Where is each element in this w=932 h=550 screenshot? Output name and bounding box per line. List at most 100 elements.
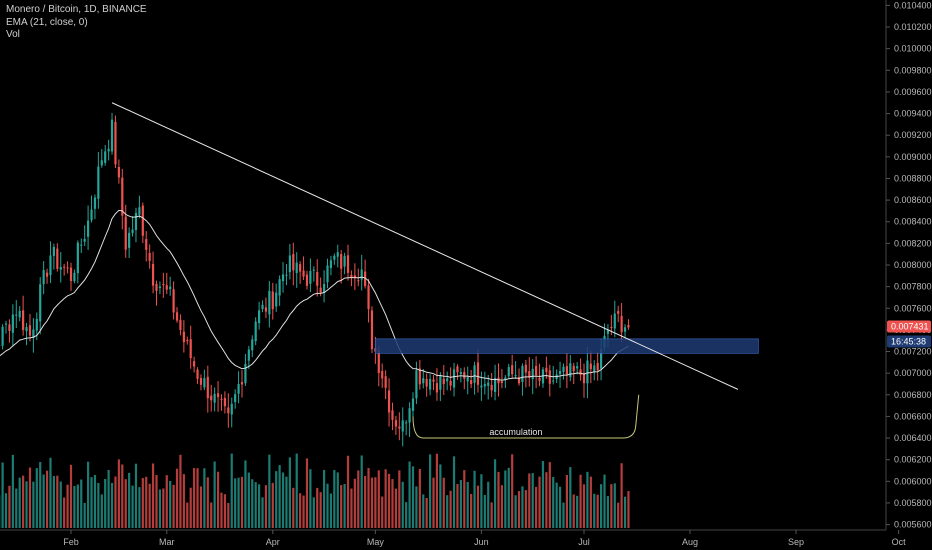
candle-body — [63, 266, 66, 268]
volume-bar — [172, 484, 175, 528]
candle-body — [151, 263, 155, 286]
candle-body — [394, 420, 397, 427]
time-axis[interactable]: Feb Mar Apr May Jun Jul Aug Sep Oct — [63, 530, 906, 547]
volume-bar — [104, 479, 107, 528]
candle-body — [312, 269, 315, 271]
volume-bar — [521, 486, 524, 528]
candle-body — [196, 369, 199, 379]
candle-body — [158, 286, 162, 289]
volume-bar — [305, 458, 309, 528]
candle-body — [128, 232, 131, 248]
price-tick-label: 0.007000 — [894, 368, 932, 378]
indicator-ema-label[interactable]: EMA (21, close, 0) — [6, 16, 88, 28]
candle-body — [541, 369, 545, 384]
candle-body — [59, 266, 62, 270]
candle-body — [240, 382, 244, 385]
volume-bar — [545, 472, 548, 528]
volume-bar — [110, 482, 114, 528]
candle-body — [32, 329, 35, 338]
candle-body — [278, 279, 281, 296]
candle-body — [586, 360, 589, 384]
volume-bar — [439, 464, 442, 528]
candle-body — [230, 403, 233, 415]
candle-body — [480, 385, 483, 388]
candle-body — [18, 310, 21, 318]
candle-body — [504, 377, 507, 380]
candle-body — [169, 286, 172, 290]
indicator-volume-label[interactable]: Vol — [6, 29, 20, 40]
volume-bar — [107, 469, 110, 528]
candles — [0, 112, 630, 447]
candle-body — [487, 382, 490, 386]
candle-body — [244, 363, 247, 384]
accumulation-bracket[interactable] — [412, 394, 640, 439]
volume-bar — [497, 471, 500, 528]
volume-bar — [193, 468, 196, 528]
volume-bar — [11, 454, 14, 528]
candle-body — [93, 197, 97, 209]
candle-body — [493, 378, 497, 392]
volume-bar — [370, 477, 374, 528]
volume-bar — [39, 461, 42, 528]
volume-bar — [87, 461, 90, 528]
volume-bar — [576, 495, 579, 528]
volume-bar — [151, 463, 155, 528]
volume-bar — [504, 470, 507, 528]
volume-bar — [83, 502, 86, 528]
time-tick-label: Feb — [63, 537, 79, 547]
volume-bar — [292, 487, 295, 528]
time-tick-label: Sep — [788, 537, 804, 547]
candle-body — [456, 366, 459, 373]
volume-bar — [312, 497, 315, 528]
volume-bar — [141, 478, 144, 528]
volume-bar — [131, 485, 134, 528]
volume-bar — [432, 477, 435, 528]
volume-bar — [401, 481, 404, 528]
volume-bar — [316, 487, 319, 528]
candle-body — [497, 377, 500, 384]
time-tick-label: Jun — [474, 537, 489, 547]
candle-body — [535, 365, 538, 375]
volume-bar — [377, 470, 380, 528]
volume-bar — [199, 486, 203, 528]
volume-bar — [579, 474, 582, 528]
candle-body — [56, 248, 59, 269]
price-tick-label: 0.008200 — [894, 238, 932, 248]
candle-body — [336, 252, 339, 257]
volume-bar — [278, 465, 281, 528]
volume-bar — [138, 487, 141, 528]
price-tick-label: 0.007600 — [894, 303, 932, 313]
candle-body — [210, 395, 213, 401]
volume-bar — [429, 454, 432, 528]
time-tick-label: Jul — [578, 537, 590, 547]
trend-line[interactable] — [111, 102, 739, 390]
price-tick-label: 0.006800 — [894, 390, 932, 400]
volume-bar — [69, 464, 73, 528]
resistance-zone[interactable] — [375, 338, 759, 354]
candle-body — [213, 393, 216, 403]
symbol-title[interactable]: Monero / Bitcoin, 1D, BINANCE — [6, 4, 147, 15]
volume-bar — [63, 497, 66, 528]
volume-bar — [449, 490, 452, 528]
volume-bar — [620, 463, 623, 528]
candle-body — [531, 368, 534, 380]
volume-bar — [121, 464, 124, 528]
candle-body — [1, 326, 4, 346]
price-tick-label: 0.008600 — [894, 195, 932, 205]
volume-bar — [90, 477, 93, 528]
candle-body — [572, 365, 575, 372]
candle-body — [186, 339, 189, 341]
volume-bar — [367, 468, 370, 528]
volume-bar — [114, 476, 117, 528]
candle-body — [114, 121, 117, 165]
countdown-value: 16:45:38 — [891, 337, 926, 347]
candle-body — [258, 310, 261, 324]
time-tick-label: Aug — [682, 537, 698, 547]
candle-body — [117, 166, 120, 178]
candle-body — [617, 311, 620, 314]
volume-bar — [45, 470, 49, 528]
candle-body — [473, 365, 476, 383]
candle-body — [326, 265, 329, 283]
volume-bar — [206, 477, 209, 528]
